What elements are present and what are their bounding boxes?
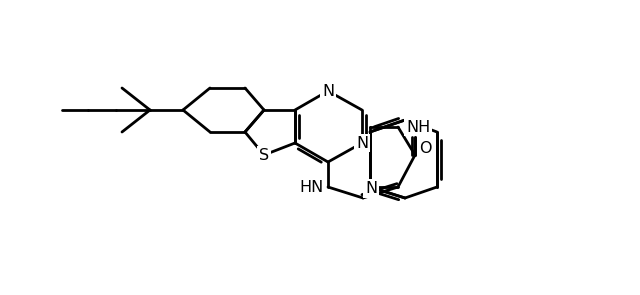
Text: S: S [259,148,269,163]
Text: N: N [356,135,368,150]
Text: O: O [419,141,431,156]
Text: N: N [365,181,377,196]
Text: N: N [322,83,334,99]
Text: NH: NH [406,119,430,135]
Text: HN: HN [300,179,324,194]
